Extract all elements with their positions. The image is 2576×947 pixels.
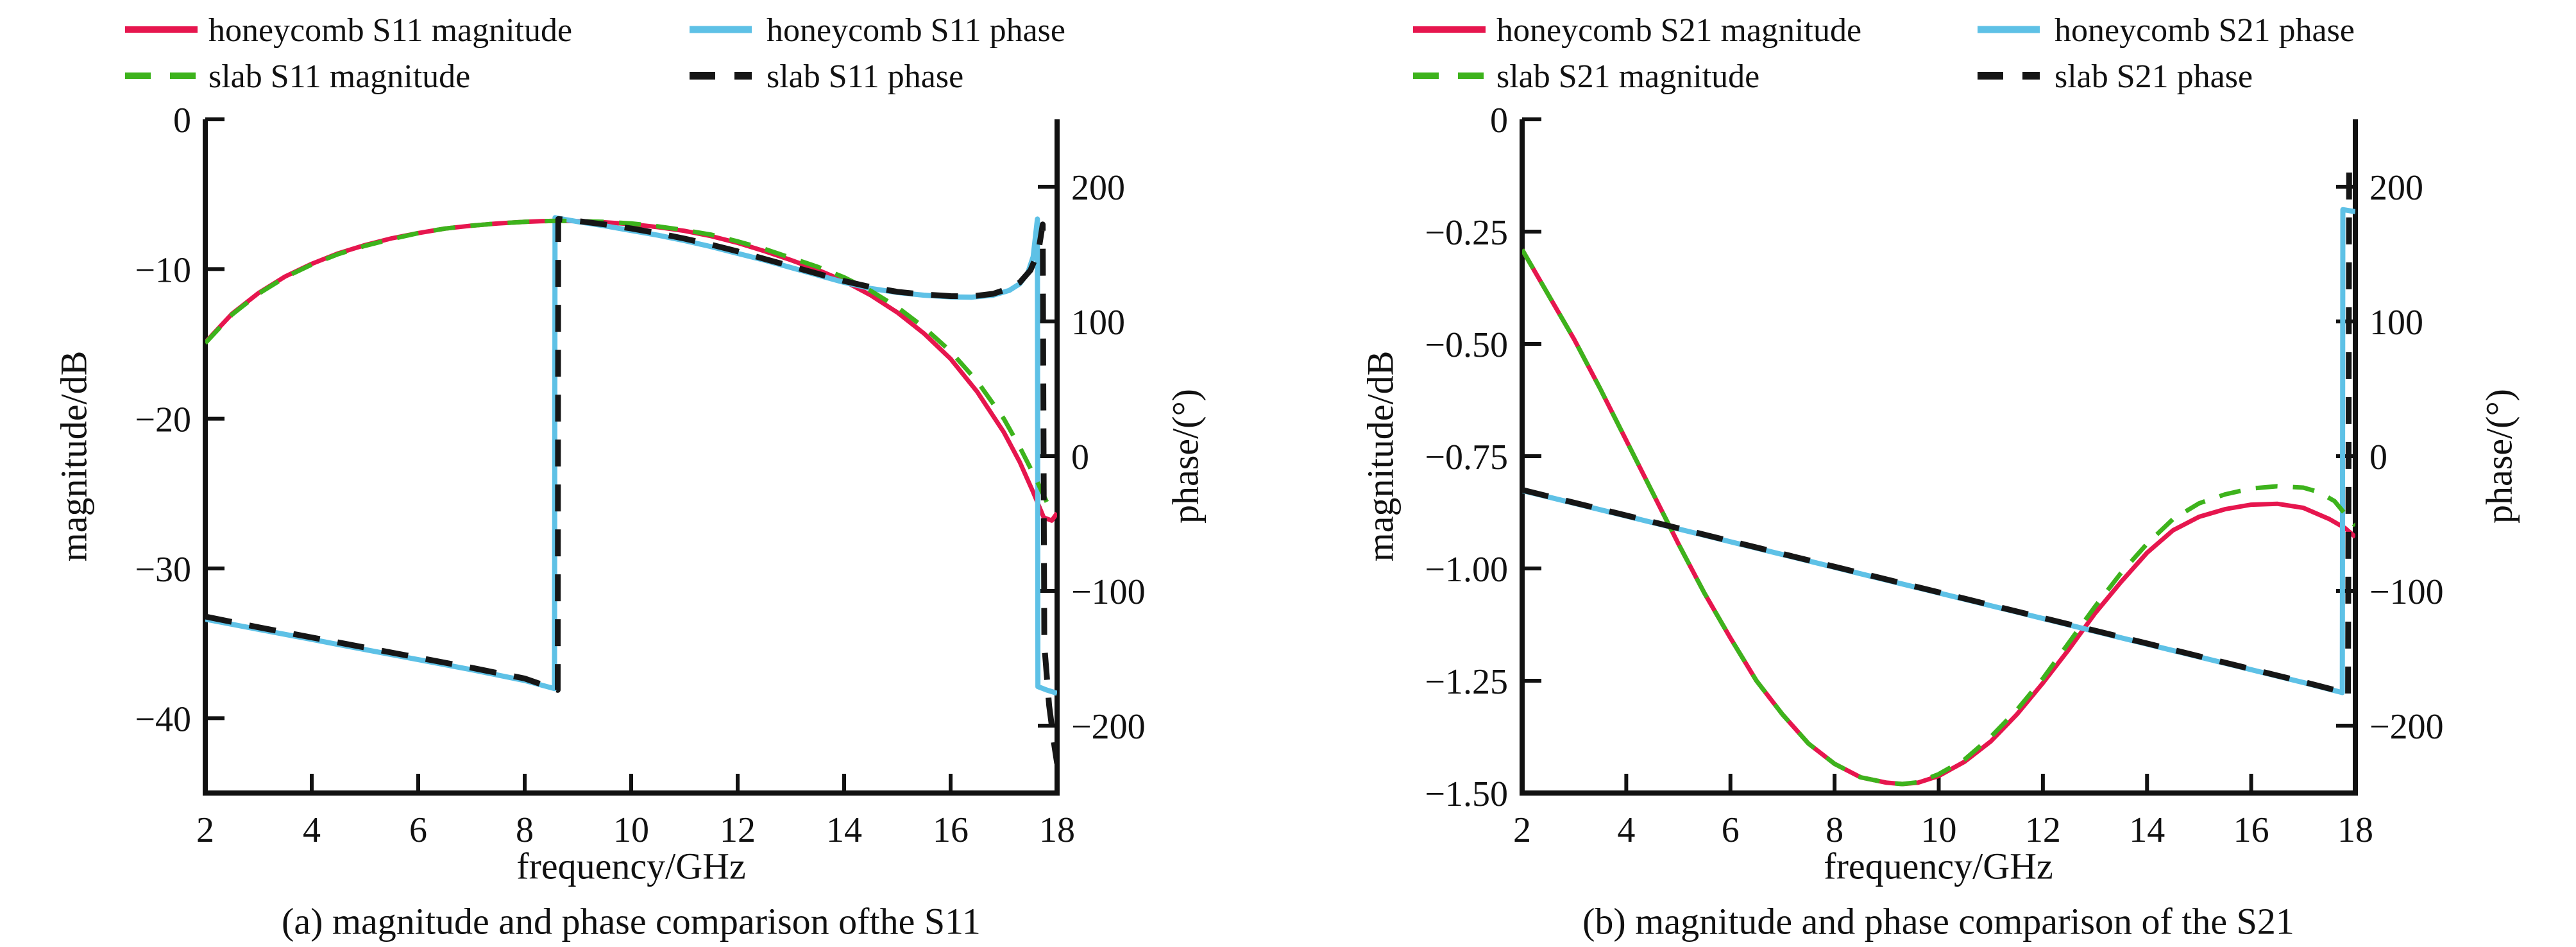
x-tick-label: 10 [613, 810, 649, 850]
panel-b-y2-axis-label: phase/(°) [2478, 389, 2520, 524]
legend-label: slab S21 phase [2055, 58, 2253, 95]
x-tick-label: 12 [720, 810, 756, 850]
y-tick-label: −40 [135, 699, 191, 739]
y2-tick-label: 200 [1071, 168, 1125, 208]
series-honeycomb-s21-phase [1522, 207, 2355, 695]
axes: 2 4 6 8 10 12 14 16 18 0 −10 −20 −30 −40 200 100 0 −100 −2… [135, 101, 1145, 850]
axes: 2 4 6 8 10 12 14 16 18 0 −0.25 −0.50 −0.75 −1.00 −1.25… [1425, 101, 2443, 850]
legend-label: honeycomb S11 phase [767, 12, 1065, 49]
panel-a-plot: 2 4 6 8 10 12 14 16 18 0 −10 −20 −30 −40 200 100 0 −100 −2… [125, 12, 1146, 850]
x-tick-label: 4 [1617, 810, 1635, 850]
panel-b-plot: 2 4 6 8 10 12 14 16 18 0 −0.25 −0.50 −0.75 −1.00 −1.25… [1413, 12, 2444, 850]
legend-label: honeycomb S11 magnitude [208, 12, 572, 49]
panel-a-y-axis-label: magnitude/dB [53, 350, 95, 562]
x-tick-label: 4 [303, 810, 321, 850]
y-tick-label: 0 [1490, 101, 1508, 141]
axis-spines [1520, 119, 2358, 796]
legend-label: slab S11 magnitude [208, 58, 470, 95]
x-tick-label: 14 [2129, 810, 2165, 850]
panel-b-x-axis-label: frequency/GHz [1824, 845, 2053, 887]
y-tick-label: −1.50 [1425, 774, 1508, 814]
x-tick-label: 8 [1826, 810, 1843, 850]
series-curves [205, 215, 1057, 764]
legend-item: slab S21 phase [1978, 58, 2253, 95]
legend-label: slab S11 phase [767, 58, 963, 95]
panel-a-x-axis-label: frequency/GHz [516, 845, 746, 887]
panel-b-caption: (b) magnitude and phase comparison of th… [1582, 900, 2294, 943]
series-slab-s11-magnitude [205, 218, 1057, 514]
x-tick-label: 12 [2025, 810, 2061, 850]
y2-tick-label: −200 [2369, 707, 2444, 747]
y-tick-label: −30 [135, 550, 191, 590]
x-tick-label: 18 [2337, 810, 2373, 850]
series-slab-s21-phase [1522, 167, 2355, 699]
legend-item: honeycomb S11 magnitude [125, 12, 572, 49]
legend: honeycomb S21 magnitude slab S21 magnitud… [1413, 12, 2355, 95]
y2-tick-label: 200 [2369, 168, 2423, 208]
legend-label: honeycomb S21 phase [2055, 12, 2355, 49]
x-tick-label: 16 [933, 810, 969, 850]
legend-item: honeycomb S21 magnitude [1413, 12, 1861, 49]
y2-tick-label: −100 [1071, 572, 1146, 612]
y2-tick-label: 100 [1071, 303, 1125, 343]
y-tick-label: −1.00 [1425, 550, 1508, 590]
series-curves [1522, 167, 2355, 787]
y2-tick-label: −200 [1071, 707, 1146, 747]
y2-tick-label: 0 [2369, 438, 2387, 477]
x-tick-label: 8 [516, 810, 534, 850]
y-tick-label: 0 [173, 101, 191, 141]
x-tick-label: 10 [1921, 810, 1957, 850]
y-tick-label: −0.50 [1425, 325, 1508, 365]
y2-tick-label: 100 [2369, 303, 2423, 343]
legend-item: honeycomb S11 phase [690, 12, 1065, 49]
y-tick-label: −20 [135, 400, 191, 440]
y-tick-label: −1.25 [1425, 662, 1508, 702]
series-honeycomb-s11-magnitude [205, 218, 1057, 523]
panel-a-caption: (a) magnitude and phase comparison ofthe… [282, 900, 981, 943]
y-tick-label: −10 [135, 250, 191, 290]
tick-labels: 2 4 6 8 10 12 14 16 18 0 −0.25 −0.50 −0.75 −1.00 −1.25… [1425, 101, 2443, 850]
tick-marks [1520, 117, 2357, 795]
tick-marks [203, 117, 1059, 793]
legend-item: slab S11 magnitude [125, 58, 470, 95]
x-tick-label: 14 [826, 810, 862, 850]
legend-label: slab S21 magnitude [1496, 58, 1759, 95]
legend-item: slab S11 phase [690, 58, 963, 95]
x-tick-label: 16 [2233, 810, 2269, 850]
panel-a-y2-axis-label: phase/(°) [1164, 389, 1207, 524]
series-honeycomb-s11-phase [205, 215, 1057, 696]
legend-item: slab S21 magnitude [1413, 58, 1759, 95]
x-tick-label: 2 [1513, 810, 1531, 850]
legend-label: honeycomb S21 magnitude [1496, 12, 1861, 49]
axis-spines [203, 119, 1060, 796]
x-tick-label: 6 [409, 810, 427, 850]
y-tick-label: −0.25 [1425, 213, 1508, 253]
x-tick-label: 2 [196, 810, 214, 850]
series-honeycomb-s21-magnitude [1522, 248, 2355, 787]
y-tick-label: −0.75 [1425, 438, 1508, 477]
panel-b-y-axis-label: magnitude/dB [1359, 350, 1402, 562]
y2-tick-label: −100 [2369, 572, 2444, 612]
series-slab-s21-magnitude [1522, 248, 2355, 787]
series-slab-s11-phase [205, 216, 1057, 764]
x-tick-label: 18 [1039, 810, 1075, 850]
legend-item: honeycomb S21 phase [1978, 12, 2355, 49]
y2-tick-label: 0 [1071, 438, 1089, 477]
tick-labels: 2 4 6 8 10 12 14 16 18 0 −10 −20 −30 −40 200 100 0 −100 −2… [135, 101, 1145, 850]
legend: honeycomb S11 magnitude slab S11 magnitud… [125, 12, 1065, 95]
x-tick-label: 6 [1722, 810, 1740, 850]
